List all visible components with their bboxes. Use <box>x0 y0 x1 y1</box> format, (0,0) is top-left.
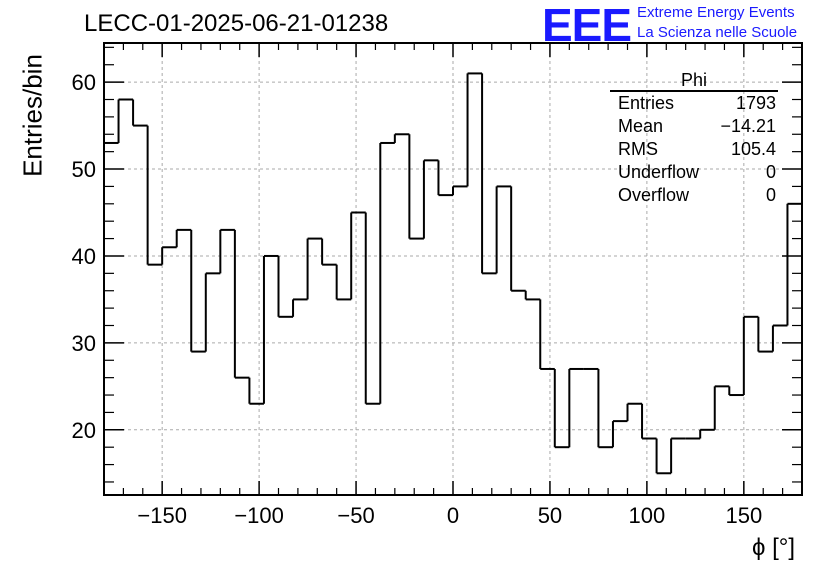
eee-logo: EEE <box>542 0 632 51</box>
stats-label: Entries <box>618 93 675 113</box>
stats-value: 1793 <box>735 93 776 113</box>
stats-value: −14.21 <box>720 116 776 136</box>
stats-label: Mean <box>618 116 664 136</box>
stats-label: Underflow <box>618 162 700 182</box>
y-tick-label: 40 <box>72 244 96 269</box>
logo-line-1: Extreme Energy Events <box>637 4 795 21</box>
stats-label: RMS <box>618 139 658 159</box>
stats-title: Phi <box>610 70 778 92</box>
stats-row-overflow: Overflow 0 <box>610 184 778 207</box>
x-tick-label: 0 <box>447 503 459 528</box>
x-axis-label: ϕ [°] <box>752 534 796 561</box>
stats-row-entries: Entries 1793 <box>610 92 778 115</box>
stats-row-underflow: Underflow 0 <box>610 161 778 184</box>
plot-title: LECC-01-2025-06-21-01238 <box>84 10 389 37</box>
y-tick-label: 60 <box>72 70 96 95</box>
logo-line-2: La Scienza nelle Scuole <box>637 24 798 41</box>
stats-row-rms: RMS 105.4 <box>610 138 778 161</box>
x-tick-label: 50 <box>538 503 562 528</box>
y-tick-label: 20 <box>72 418 96 443</box>
tick-labels: −150 −100 −50 0 50 100 150 20 30 40 50 60 <box>72 70 763 528</box>
x-tick-label: 100 <box>629 503 666 528</box>
stats-label: Overflow <box>618 185 690 205</box>
histogram-series <box>104 72 802 475</box>
stats-value: 0 <box>765 185 776 205</box>
stats-value: 105.4 <box>730 139 776 159</box>
x-tick-label: −100 <box>234 503 284 528</box>
x-tick-label: 150 <box>725 503 762 528</box>
stats-box: Phi Entries 1793 Mean −14.21 RMS 105.4 U… <box>610 70 778 207</box>
x-tick-label: −50 <box>337 503 374 528</box>
y-tick-label: 50 <box>72 157 96 182</box>
y-tick-label: 30 <box>72 331 96 356</box>
axis-ticks <box>103 43 803 495</box>
stats-value: 0 <box>765 162 776 182</box>
stats-row-mean: Mean −14.21 <box>610 115 778 138</box>
x-tick-label: −150 <box>137 503 187 528</box>
